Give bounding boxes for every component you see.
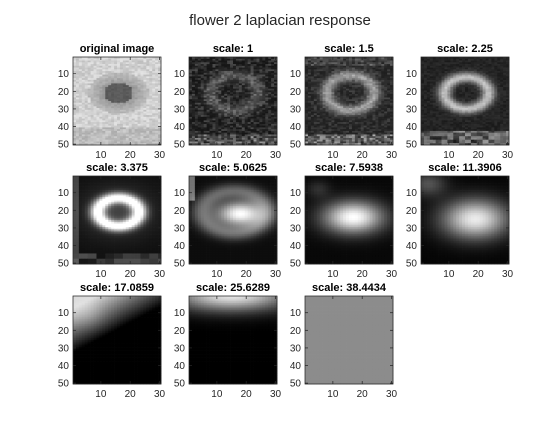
y-tick-label: 20	[58, 87, 70, 98]
figure-title: flower 2 laplacian response	[189, 12, 371, 29]
subplot-grid: original image 10 20 30 40 50 10 20 30 scale: 1 10…	[58, 43, 514, 400]
y-tick-label: 20	[174, 87, 186, 98]
x-tick-label: 10	[327, 150, 339, 161]
y-tick-label: 30	[290, 104, 302, 115]
y-tick-label: 10	[58, 69, 70, 80]
y-tick-label: 50	[290, 140, 302, 151]
x-tick-label: 30	[270, 150, 282, 161]
heatmap-image	[189, 57, 277, 145]
y-tick-label: 30	[58, 104, 70, 115]
y-tick-label: 40	[58, 122, 70, 133]
x-tick-label: 20	[241, 150, 253, 161]
y-tick-label: 30	[174, 104, 186, 115]
y-tick-label: 50	[174, 140, 186, 151]
y-tick-label: 40	[174, 122, 186, 133]
y-tick-label: 20	[290, 87, 302, 98]
x-tick-label: 20	[125, 150, 137, 161]
subplot-title: scale: 1	[213, 43, 253, 55]
subplot-1: original image 10 20 30 40 50 10 20 30	[58, 43, 166, 161]
x-tick-label: 30	[386, 150, 398, 161]
subplot-title: scale: 1.5	[324, 43, 374, 55]
heatmap-image	[73, 57, 161, 145]
y-tick-label: 10	[174, 69, 186, 80]
subplot-title: scale: 2.25	[437, 43, 493, 55]
x-tick-label: 20	[357, 150, 369, 161]
subplot-title: original image	[80, 43, 155, 55]
subplot-4: scale: 2.251020304050102030	[406, 43, 514, 161]
subplot-2: scale: 1 10 20 30 40 50 10 20 30	[174, 43, 282, 161]
subplot-3: scale: 1.5 10 20 30 40 50 10 20 30	[290, 43, 398, 161]
y-tick-label: 40	[290, 122, 302, 133]
y-tick-label: 50	[58, 140, 70, 151]
heatmap-image	[421, 57, 509, 145]
heatmap-image	[305, 57, 393, 145]
y-tick-label: 10	[290, 69, 302, 80]
x-tick-label: 10	[211, 150, 223, 161]
x-tick-label: 10	[95, 150, 107, 161]
x-tick-label: 30	[154, 150, 166, 161]
